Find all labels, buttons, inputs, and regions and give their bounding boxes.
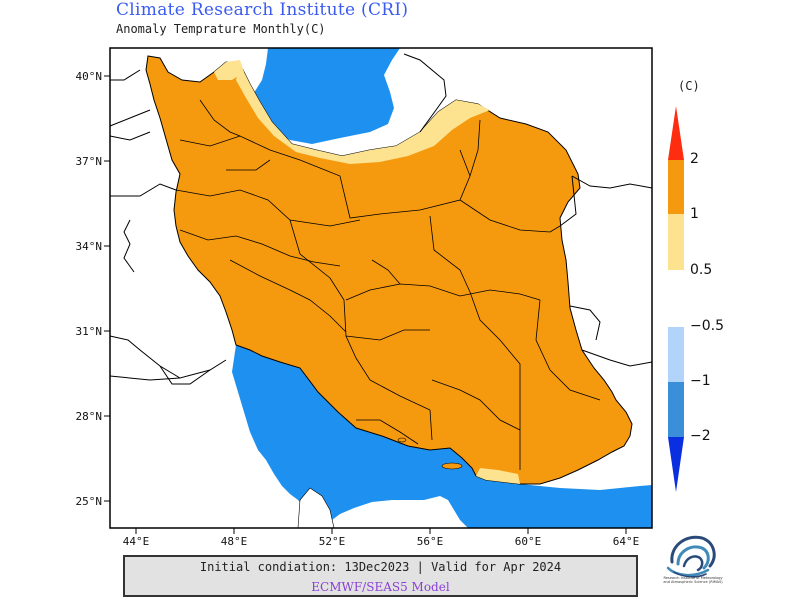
colorbar-label-neg-0-5: −0.5 — [690, 318, 724, 334]
colorbar-swatch-05-1 — [668, 214, 684, 270]
province-borders — [175, 99, 601, 470]
cri-swirl-logo-icon — [666, 535, 716, 578]
lon-label-44: 44°E — [123, 535, 150, 548]
lat-label-25: 25°N — [76, 495, 103, 508]
lon-axis: 44°E 48°E 52°E 56°E 60°E 64°E — [123, 528, 640, 548]
lon-label-48: 48°E — [221, 535, 248, 548]
lon-label-52: 52°E — [319, 535, 346, 548]
lat-label-37: 37°N — [76, 155, 103, 168]
lon-label-56: 56°E — [417, 535, 444, 548]
logo-caption: Research Institute of Meteorology and At… — [663, 576, 723, 584]
caspian-sea — [252, 48, 400, 144]
lat-label-31: 31°N — [76, 325, 103, 338]
colorbar-label-2: 2 — [690, 151, 699, 167]
anomaly-patch-southeast — [476, 468, 520, 484]
map-title: Climate Research Institute (CRI) — [116, 0, 409, 20]
footer-box: Initial condiation: 13Dec2023 | Valid fo… — [123, 555, 638, 597]
colorbar-swatch-neg05-neg1 — [668, 327, 684, 382]
colorbar-label-neg-1: −1 — [690, 373, 711, 389]
colorbar-swatch-above-2 — [668, 106, 684, 160]
colorbar-label-1: 1 — [690, 206, 699, 222]
footer-model-name: ECMWF/SEAS5 Model — [311, 580, 450, 594]
colorbar-swatch-1-2 — [668, 160, 684, 214]
lat-label-40: 40°N — [76, 70, 103, 83]
anomaly-patch-northwest — [214, 60, 244, 80]
map-subtitle: Anomaly Temprature Monthly(C) — [116, 22, 326, 36]
island-kish — [397, 437, 407, 443]
map-border — [109, 47, 653, 529]
lon-label-64: 64°E — [613, 535, 640, 548]
lat-label-28: 28°N — [76, 410, 103, 423]
footer-init-date: Initial condiation: 13Dec2023 | Valid fo… — [199, 560, 562, 574]
colorbar-label-neg-2: −2 — [690, 428, 711, 444]
island-qeshm — [441, 462, 463, 470]
colorbar-unit: (C) — [678, 79, 700, 93]
colorbar-negative — [668, 327, 684, 492]
iran-land — [145, 55, 633, 485]
lat-label-34: 34°N — [76, 240, 103, 253]
colorbar-swatch-neg1-neg2 — [668, 382, 684, 437]
lat-axis: 40°N 37°N 34°N 31°N 28°N 25°N — [76, 70, 110, 508]
persian-gulf — [232, 345, 652, 528]
colorbar-positive — [668, 106, 690, 270]
colorbar-label-0-5: 0.5 — [690, 262, 713, 278]
neighbor-borders — [109, 53, 653, 385]
lon-label-60: 60°E — [515, 535, 542, 548]
colorbar-swatch-below-neg2 — [668, 437, 684, 492]
anomaly-band-caspian-coast — [236, 64, 490, 164]
